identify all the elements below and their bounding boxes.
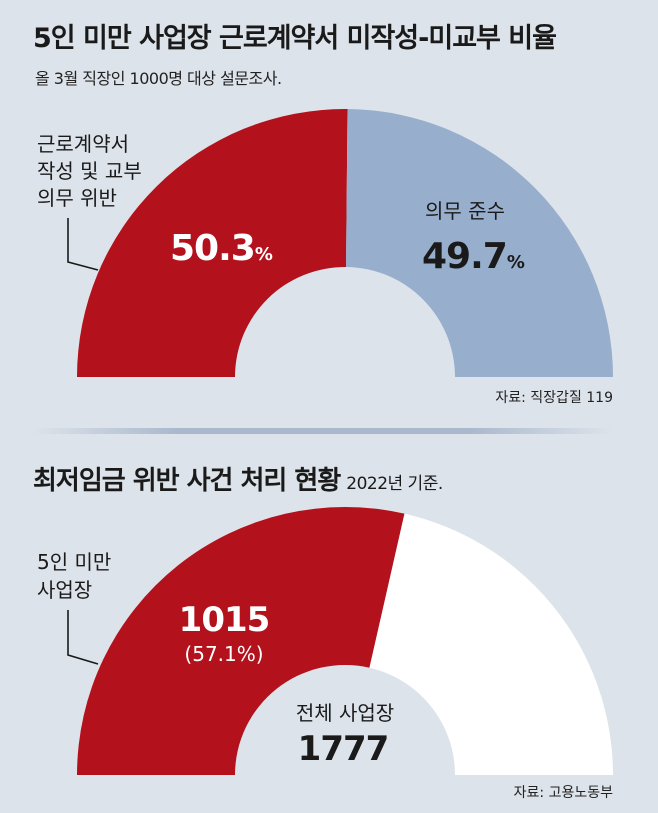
chart2-annotation-leader: [67, 610, 99, 665]
chart1-source: 자료: 직장갑질 119: [495, 390, 613, 406]
chart1-annotation-line-3: 의무 위반: [37, 186, 117, 210]
chart1-annotation-line-2: 작성 및 교부: [37, 159, 142, 183]
chart1-compliance-name: 의무 준수: [425, 199, 505, 223]
chart1-compliance-value: 49.7: [422, 236, 507, 277]
chart1-compliance-unit: %: [507, 252, 525, 273]
chart2-slice-small-business: [77, 506, 405, 776]
section-divider: [33, 428, 613, 434]
chart1-slice-compliance: [346, 109, 613, 377]
chart2-note: 2022년 기준.: [346, 474, 443, 494]
chart2-center-value: 1777: [298, 729, 389, 769]
chart2-segment-percent: (57.1%): [184, 642, 263, 666]
chart1-violation-value: 50.3: [170, 228, 255, 269]
chart2-donut: [67, 506, 613, 776]
chart2-annotation-line-2: 사업장: [37, 578, 92, 602]
chart1-violation-unit: %: [255, 244, 273, 265]
chart1-subtitle: 올 3월 직장인 1000명 대상 설문조사.: [35, 69, 282, 88]
chart2-source: 자료: 고용노동부: [514, 785, 613, 801]
chart1-title: 5인 미만 사업장 근로계약서 미작성-미교부 비율: [33, 23, 557, 54]
chart2-title: 최저임금 위반 사건 처리 현황: [33, 466, 341, 496]
chart1-annotation-line-1: 근로계약서: [37, 132, 129, 156]
chart2-title-row: 최저임금 위반 사건 처리 현황 2022년 기준.: [33, 460, 443, 497]
chart1-donut: [67, 108, 613, 377]
chart1-violation-label: 50.3%: [170, 228, 273, 269]
chart1-compliance-label: 49.7%: [422, 236, 525, 277]
chart1-slice-violation: [77, 108, 348, 377]
chart2-center-label: 전체 사업장: [296, 701, 394, 725]
chart2-segment-value: 1015: [179, 600, 270, 640]
chart1-annotation-leader: [67, 218, 99, 271]
chart2-annotation-line-1: 5인 미만: [37, 550, 111, 574]
